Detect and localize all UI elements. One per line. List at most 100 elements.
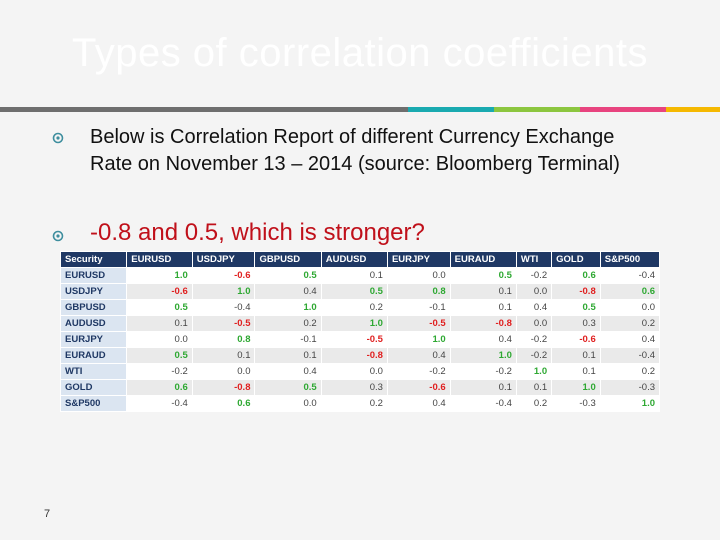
row-header: USDJPY [59, 283, 128, 300]
table-cell: 0.4 [449, 331, 517, 348]
table-row: GOLD 0.6 -0.8 0.5 0.3 -0.6 0.1 0.1 1.0 -0.3 [59, 379, 661, 396]
table-cell: -0.4 [191, 299, 256, 316]
table-cell: -0.1 [386, 299, 451, 316]
table-cell: 1.0 [386, 331, 451, 348]
table-cell: 0.5 [320, 283, 388, 300]
table-cell: 0.1 [515, 379, 553, 396]
column-header: AUDUSD [320, 251, 388, 268]
table-row: EURUSD 1.0 -0.6 0.5 0.1 0.0 0.5 -0.2 0.6 -0.4 [59, 267, 661, 284]
table-row: EURJPY 0.0 0.8 -0.1 -0.5 1.0 0.4 -0.2 -0.6 0.4 [59, 331, 661, 348]
table-cell: 0.4 [599, 331, 661, 348]
table-cell: 0.6 [126, 379, 193, 396]
table-cell: 0.0 [126, 331, 193, 348]
ring-bullet-icon [52, 230, 64, 242]
slide-title: Types of correlation coefficients [71, 30, 649, 75]
column-header: EURAUD [449, 251, 517, 268]
table-cell: 0.1 [254, 347, 322, 364]
table-cell: 1.0 [449, 347, 517, 364]
table-cell: -0.5 [386, 315, 451, 332]
table-cell: 0.5 [254, 379, 322, 396]
table-cell: 0.4 [515, 299, 553, 316]
row-header: EURUSD [59, 267, 128, 284]
table-row: WTI -0.2 0.0 0.4 0.0 -0.2 -0.2 1.0 0.1 0.2 [59, 363, 661, 380]
table-header-row: Security EURUSD USDJPY GBPUSD AUDUSD EUR… [59, 251, 661, 268]
ring-bullet-icon [52, 132, 64, 144]
table-cell: 0.1 [191, 347, 256, 364]
row-header: EURJPY [59, 331, 128, 348]
table-cell: -0.4 [449, 395, 517, 412]
page-number: 7 [44, 508, 51, 520]
table-cell: 0.6 [191, 395, 256, 412]
table-cell: 1.0 [254, 299, 322, 316]
table-cell: -0.2 [515, 347, 553, 364]
table-body: EURUSD 1.0 -0.6 0.5 0.1 0.0 0.5 -0.2 0.6 -0.4 USDJ… [59, 267, 661, 412]
table-cell: 0.2 [599, 363, 661, 380]
table-cell: 1.0 [551, 379, 601, 396]
table-cell: 0.8 [386, 283, 451, 300]
table-cell: -0.5 [191, 315, 256, 332]
correlation-table: Security EURUSD USDJPY GBPUSD AUDUSD EUR… [59, 251, 661, 412]
table-cell: -0.2 [126, 363, 193, 380]
table-cell: -0.8 [551, 283, 601, 300]
table-cell: 1.0 [126, 267, 193, 284]
table-cell: 0.3 [320, 379, 388, 396]
table-cell: 0.0 [515, 283, 553, 300]
table-cell: 0.2 [515, 395, 553, 412]
table-cell: -0.3 [599, 379, 661, 396]
table-cell: 0.2 [254, 315, 322, 332]
table-cell: -0.1 [254, 331, 322, 348]
table-row: GBPUSD 0.5 -0.4 1.0 0.2 -0.1 0.1 0.4 0.5 0.0 [59, 299, 661, 316]
table-row: USDJPY -0.6 1.0 0.4 0.5 0.8 0.1 0.0 -0.8 0.6 [59, 283, 661, 300]
accent-bar-yellow [666, 107, 720, 112]
accent-bar-gray [0, 107, 408, 112]
table-cell: 0.0 [386, 267, 451, 284]
table-cell: 1.0 [191, 283, 256, 300]
table-cell: -0.8 [191, 379, 256, 396]
column-header: S&P500 [599, 251, 661, 268]
table-cell: 0.3 [551, 315, 601, 332]
accent-bar-pink [580, 107, 666, 112]
table-row: S&P500 -0.4 0.6 0.0 0.2 0.4 -0.4 0.2 -0.3 1.0 [59, 395, 661, 412]
table-cell: 1.0 [320, 315, 388, 332]
table-cell: -0.2 [515, 267, 553, 284]
accent-bar-green [494, 107, 580, 112]
row-header: WTI [59, 363, 128, 380]
table-cell: 0.1 [320, 267, 388, 284]
table-row: EURAUD 0.5 0.1 0.1 -0.8 0.4 1.0 -0.2 0.1 -0.4 [59, 347, 661, 364]
table-cell: 0.0 [191, 363, 256, 380]
table-cell: 0.2 [320, 299, 388, 316]
table-cell: 0.0 [599, 299, 661, 316]
table-cell: 0.1 [449, 299, 517, 316]
table-cell: 0.5 [126, 347, 193, 364]
table-cell: -0.4 [599, 347, 661, 364]
table-cell: 0.0 [320, 363, 388, 380]
table-cell: 0.1 [449, 379, 517, 396]
table-cell: 0.6 [599, 283, 661, 300]
table-cell: 0.5 [254, 267, 322, 284]
table-cell: -0.3 [551, 395, 601, 412]
table-cell: 0.8 [191, 331, 256, 348]
table-cell: 0.1 [449, 283, 517, 300]
table-cell: 0.5 [449, 267, 517, 284]
table-cell: -0.5 [320, 331, 388, 348]
table-cell: 0.1 [126, 315, 193, 332]
row-header: AUDUSD [59, 315, 128, 332]
table-cell: 0.1 [551, 347, 601, 364]
row-header: EURAUD [59, 347, 128, 364]
column-header: Security [59, 251, 128, 268]
table-cell: 0.4 [386, 347, 451, 364]
column-header: GBPUSD [254, 251, 322, 268]
table-cell: -0.4 [126, 395, 193, 412]
table-cell: -0.4 [599, 267, 661, 284]
column-header: USDJPY [191, 251, 256, 268]
accent-bar-teal [408, 107, 494, 112]
bullet-text-question: -0.8 and 0.5, which is stronger? [90, 219, 425, 246]
table-cell: 0.4 [254, 283, 322, 300]
row-header: S&P500 [59, 395, 128, 412]
table-cell: 0.2 [320, 395, 388, 412]
table-cell: 0.4 [386, 395, 451, 412]
table-cell: 1.0 [515, 363, 553, 380]
table-cell: -0.2 [449, 363, 517, 380]
table-cell: -0.8 [449, 315, 517, 332]
table-row: AUDUSD 0.1 -0.5 0.2 1.0 -0.5 -0.8 0.0 0.3 0.2 [59, 315, 661, 332]
